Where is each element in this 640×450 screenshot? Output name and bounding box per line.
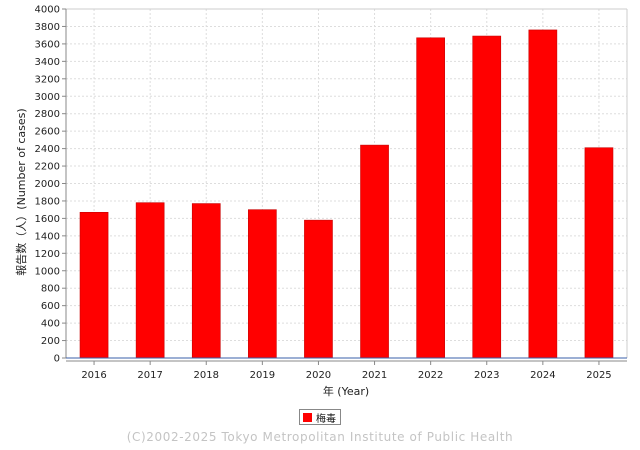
y-tick-label: 2400 [35,144,60,155]
y-tick-label: 3600 [35,39,60,50]
bar [135,202,165,359]
legend-swatch [303,412,312,422]
bar [79,211,109,359]
bar [248,209,277,359]
y-tick-label: 3400 [35,57,60,68]
y-tick-label: 1400 [35,231,60,242]
bar [584,147,614,359]
x-tick-label: 2021 [362,370,387,381]
y-tick-label: 600 [41,301,60,312]
y-axis-title: 報告数（人）(Number of cases) [15,108,28,275]
y-axis-ticks: 0 200 400 600 800 1000 1200 1400 1600 1800 2000 220… [35,5,66,365]
y-tick-label: 0 [54,354,60,365]
y-tick-label: 2200 [35,162,60,173]
bar [416,37,445,359]
y-tick-label: 200 [41,336,60,347]
y-tick-label: 3000 [35,92,60,103]
y-tick-label: 3200 [35,74,60,85]
axes [65,8,628,362]
y-tick-label: 2600 [35,127,60,138]
copyright-text: (C)2002-2025 Tokyo Metropolitan Institut… [126,430,514,444]
x-tick-label: 2023 [474,370,499,381]
bar [304,219,333,359]
y-tick-label: 1200 [35,249,60,260]
x-tick-label: 2018 [194,370,219,381]
y-tick-label: 2000 [35,179,60,190]
bar [360,144,389,359]
y-tick-label: 4000 [35,5,60,16]
y-tick-label: 2800 [35,109,60,120]
x-tick-label: 2025 [586,370,611,381]
x-tick-label: 2017 [137,370,162,381]
y-tick-label: 1800 [35,196,60,207]
legend-label: 梅毒 [316,413,336,425]
bar [528,29,558,359]
y-tick-label: 800 [41,284,60,295]
y-tick-label: 1600 [35,214,60,225]
x-tick-label: 2016 [81,370,106,381]
y-tick-label: 1000 [35,266,60,277]
x-axis-ticks: 2016 2017 2018 2019 2020 2021 2022 2023 2024 2025 [81,361,612,381]
x-tick-label: 2024 [530,370,555,381]
bar-series [79,29,614,359]
bar [191,203,221,359]
legend: 梅毒 [299,409,341,425]
x-tick-label: 2022 [418,370,443,381]
y-tick-label: 400 [41,319,60,330]
x-tick-label: 2020 [306,370,331,381]
bar [472,35,502,359]
x-tick-label: 2019 [250,370,275,381]
y-tick-label: 3800 [35,22,60,33]
x-axis-title: 年 (Year) [323,384,369,398]
